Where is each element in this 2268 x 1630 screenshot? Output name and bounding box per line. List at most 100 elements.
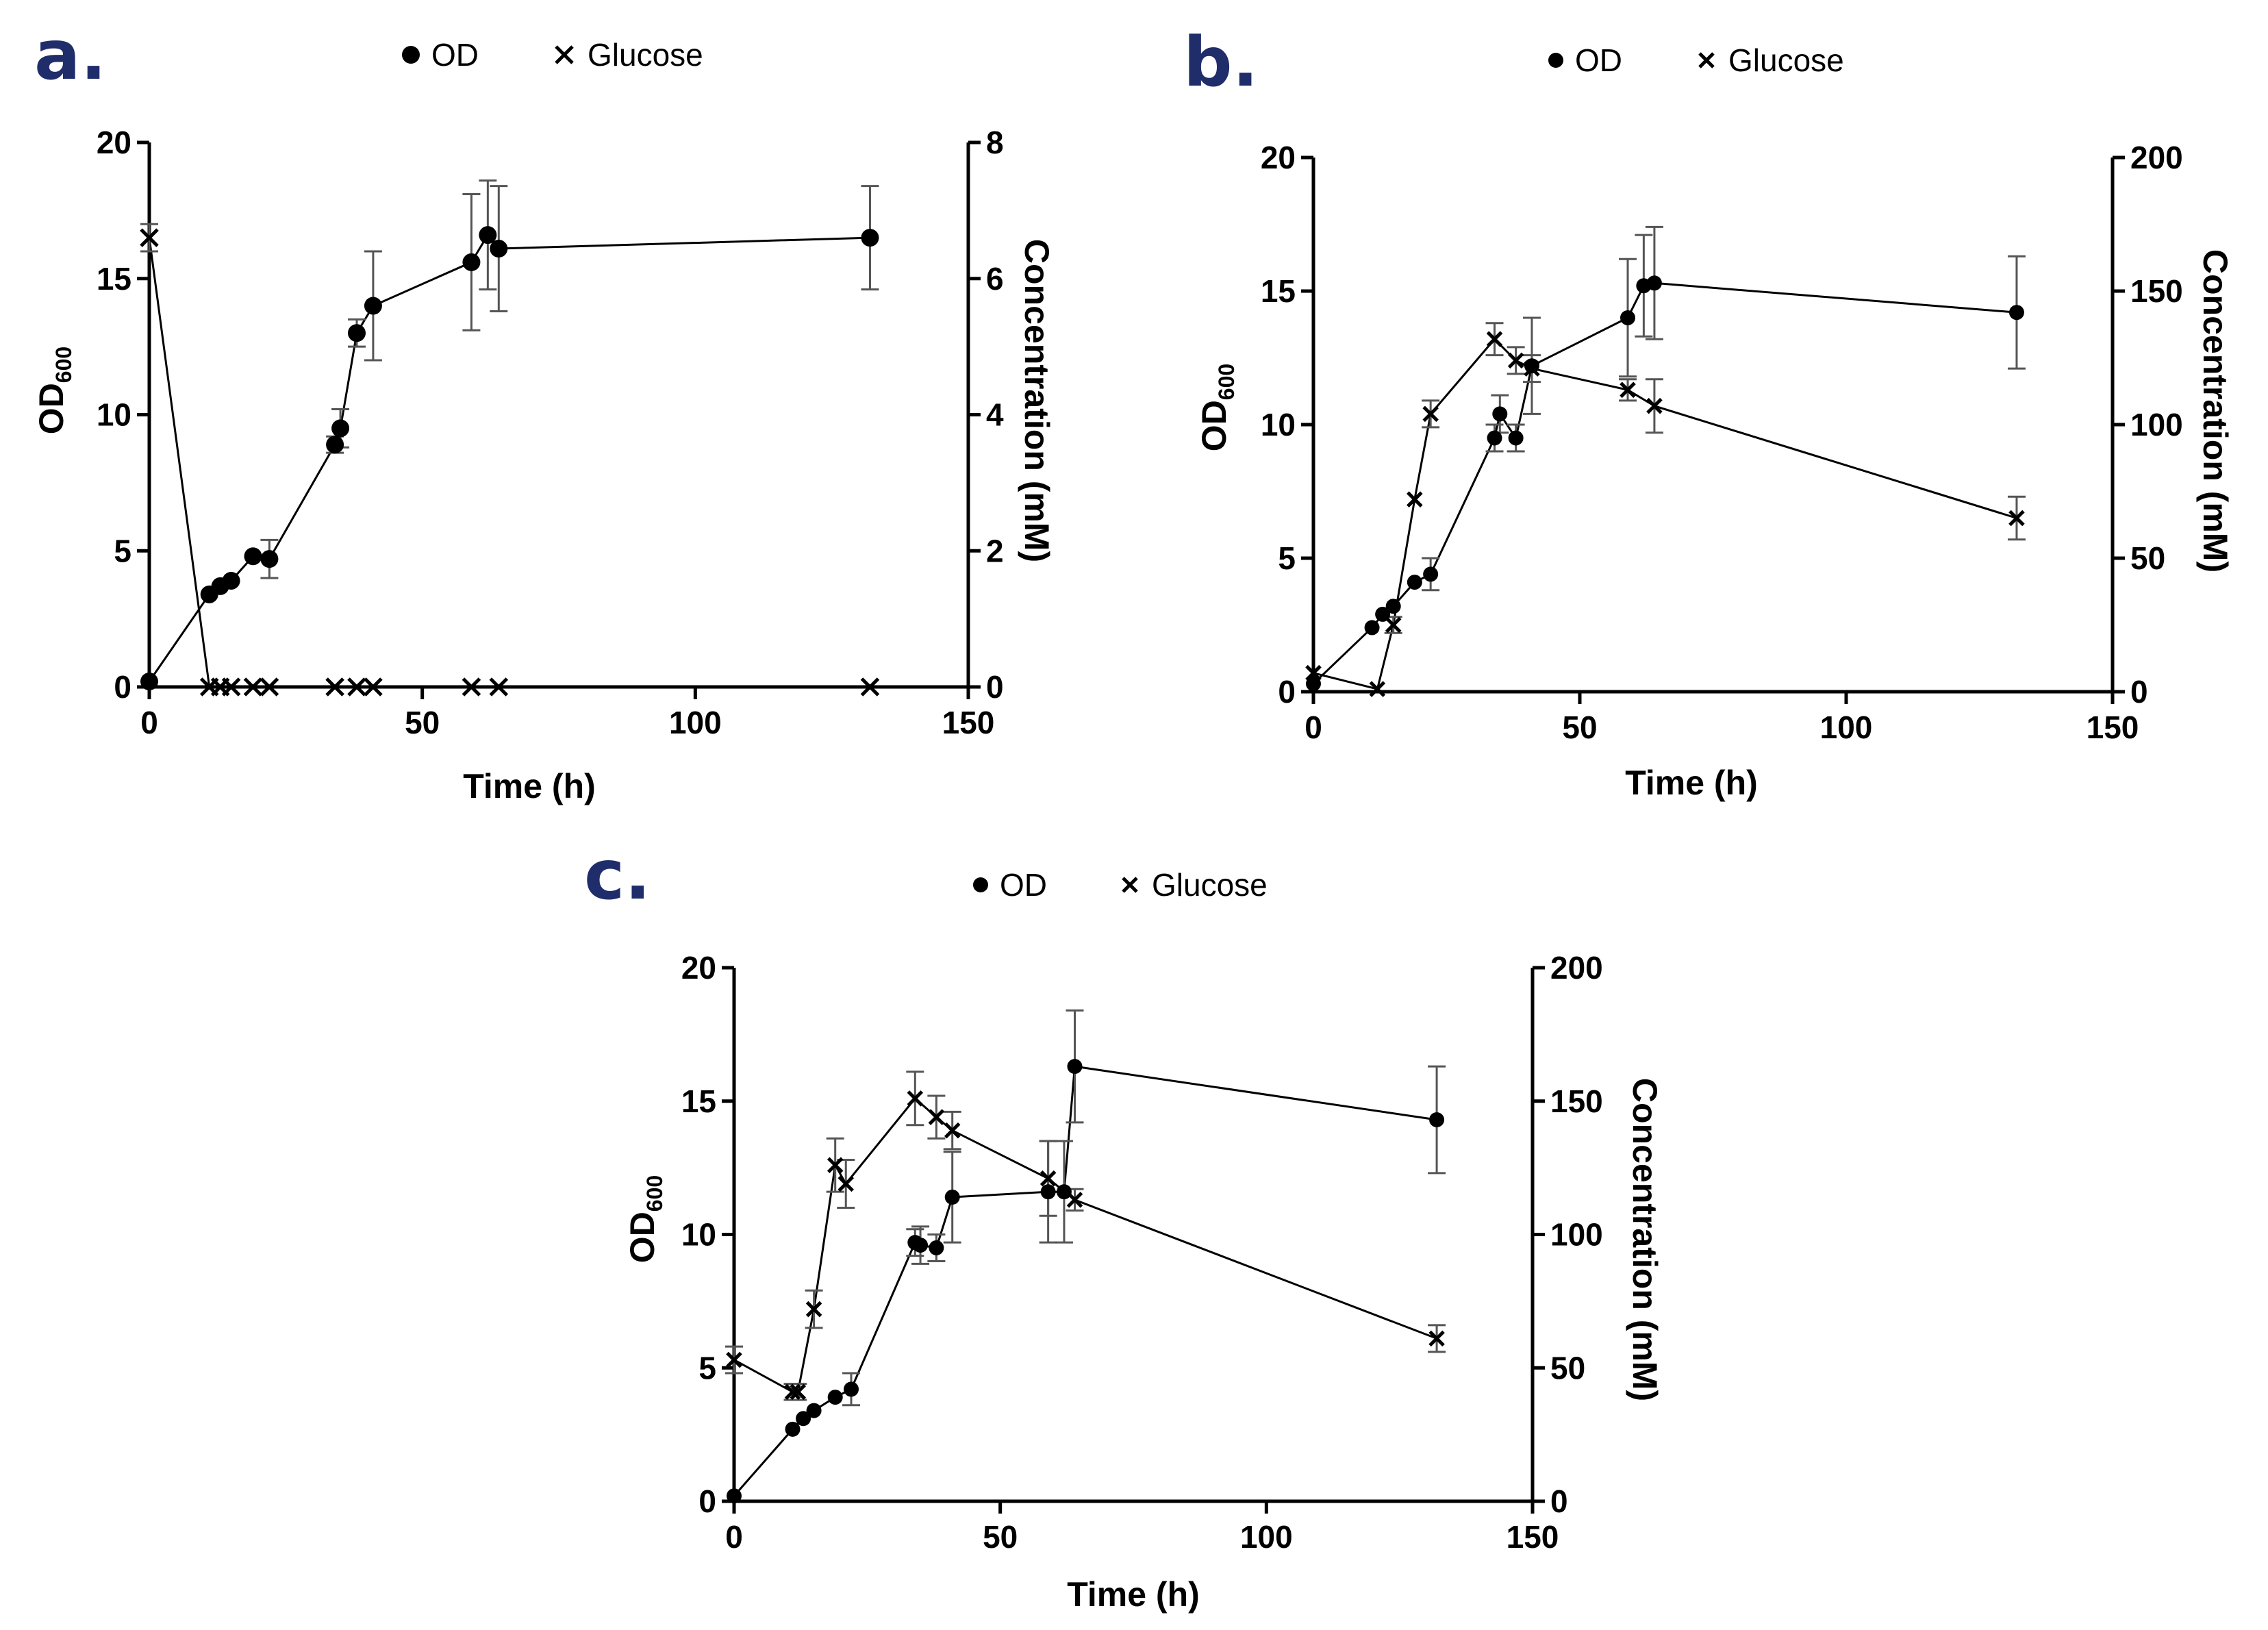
od-point (1524, 358, 1539, 374)
od-point (347, 324, 366, 342)
y-axis-left-label-main: OD (1195, 400, 1233, 451)
y-axis-right-label: Concentration (mM) (1018, 239, 1056, 562)
legend-glucose-marker (1698, 52, 1715, 68)
panel-letter: a. (34, 15, 106, 95)
glucose-point (1507, 352, 1524, 369)
panel-letter: c. (584, 835, 651, 915)
legend-od-label: OD (1575, 42, 1622, 78)
glucose-point (325, 677, 344, 697)
od-point (260, 550, 279, 568)
y-left-tick-label: 5 (114, 533, 131, 568)
glucose-point (907, 1090, 924, 1107)
x-axis-label: Time (h) (463, 767, 596, 805)
glucose-point (944, 1122, 961, 1139)
markers (1305, 275, 2025, 697)
x-tick-label: 100 (1820, 710, 1873, 745)
od-point (796, 1411, 811, 1427)
od-point (1067, 1059, 1083, 1075)
glucose-point (221, 677, 241, 697)
y-left-tick-label: 20 (97, 125, 131, 160)
od-point (326, 436, 344, 454)
y-right-tick-label: 0 (986, 669, 1004, 705)
glucose-point (1066, 1192, 1083, 1208)
x-axis-label: Time (h) (1625, 764, 1758, 802)
markers (140, 226, 880, 697)
y-right-tick-label: 100 (1550, 1217, 1603, 1253)
od-point (806, 1403, 822, 1418)
y-left-tick-label: 5 (1278, 540, 1296, 576)
y-right-tick-label: 2 (986, 533, 1004, 568)
od-point (244, 547, 262, 566)
od-point (929, 1240, 944, 1255)
glucose-point (462, 677, 481, 697)
legend: OD Glucose (402, 37, 703, 73)
glucose-point (364, 677, 383, 697)
od-point (844, 1381, 859, 1397)
y-left-tick-label: 10 (681, 1217, 716, 1253)
glucose-point (784, 1383, 801, 1401)
x-tick-label: 150 (1507, 1519, 1559, 1555)
y-axis-left-label-main: OD (623, 1212, 662, 1263)
glucose-point (1385, 616, 1402, 634)
y-right-tick-label: 50 (1550, 1350, 1585, 1386)
od-point (331, 419, 350, 438)
y-axis-left-label-sub: 600 (642, 1175, 667, 1212)
glucose-point (1305, 664, 1322, 681)
x-tick-label: 150 (2087, 710, 2139, 745)
od-point (785, 1421, 801, 1437)
legend: OD Glucose (1548, 42, 1844, 78)
od-point (2008, 305, 2024, 321)
glucose-point (489, 677, 509, 697)
y-axis-right-label: Concentration (mM) (2196, 249, 2234, 573)
glucose-point (827, 1157, 844, 1173)
od-point (1364, 620, 1380, 636)
markers (726, 1059, 1445, 1504)
x-tick-label: 50 (983, 1519, 1018, 1555)
glucose-point (347, 677, 366, 697)
y-right-tick-label: 150 (1550, 1083, 1603, 1119)
glucose-point (1428, 1330, 1445, 1347)
od-point (1487, 430, 1502, 446)
glucose-point (1040, 1170, 1057, 1187)
y-right-tick-label: 0 (2130, 674, 2148, 710)
od-point (1385, 599, 1401, 614)
panel-letter: b. (1183, 22, 1259, 102)
y-left-tick-label: 10 (1261, 407, 1296, 442)
od-point (1306, 676, 1321, 692)
od-point (1508, 430, 1524, 446)
od-point (462, 253, 481, 271)
y-right-tick-label: 4 (986, 397, 1004, 433)
od-point (944, 1189, 960, 1205)
y-axis-left-label-sub: 600 (51, 347, 76, 383)
glucose-point (860, 677, 880, 697)
od-point (479, 226, 497, 244)
y-right-tick-label: 50 (2130, 540, 2165, 576)
y-right-tick-label: 6 (986, 261, 1004, 297)
legend: OD Glucose (973, 867, 1268, 903)
y-left-tick-label: 15 (97, 261, 131, 297)
od-point (1429, 1112, 1445, 1128)
od-point (140, 673, 158, 691)
od-point (913, 1238, 929, 1253)
y-left-tick-label: 0 (698, 1483, 716, 1519)
legend-od-marker (973, 877, 988, 892)
legend-glucose-label: Glucose (1152, 867, 1268, 903)
glucose-point (1369, 681, 1386, 697)
legend-glucose-label: Glucose (588, 37, 703, 73)
y-axis-left-label-sub: 600 (1214, 364, 1239, 400)
glucose-point (837, 1175, 855, 1192)
glucose-point (1422, 405, 1439, 423)
od-point (364, 297, 382, 315)
error-bars (1384, 225, 2026, 634)
glucose-point (1407, 491, 1423, 507)
od-point (1646, 275, 1662, 291)
od-point (1375, 606, 1391, 622)
x-tick-label: 0 (725, 1519, 743, 1555)
legend-glucose-marker (555, 45, 574, 64)
od-point (1056, 1184, 1072, 1200)
y-left-tick-label: 20 (681, 950, 716, 986)
